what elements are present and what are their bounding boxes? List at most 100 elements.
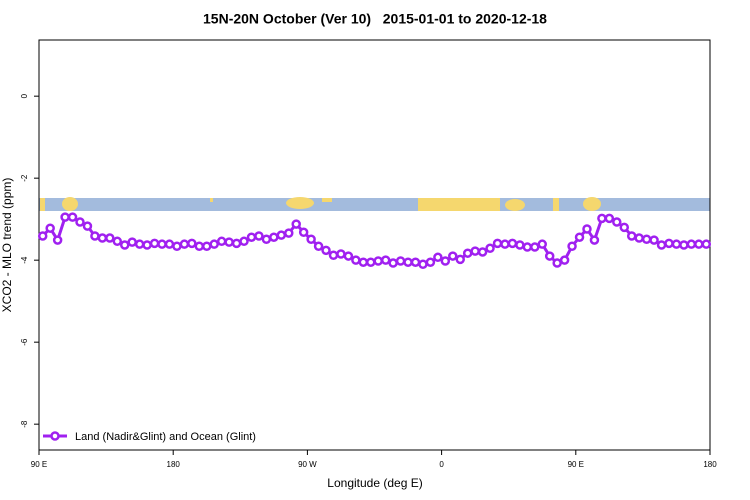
land-patch bbox=[553, 198, 559, 211]
land-patch bbox=[286, 197, 314, 209]
point bbox=[37, 231, 48, 241]
point bbox=[410, 257, 421, 267]
land-patch bbox=[40, 198, 45, 211]
point bbox=[164, 239, 175, 249]
point bbox=[261, 234, 272, 245]
y-tick-label: 0 bbox=[20, 93, 29, 98]
y-tick-label: -6 bbox=[20, 338, 29, 346]
point bbox=[373, 256, 383, 266]
point bbox=[231, 238, 242, 249]
point bbox=[127, 237, 137, 247]
point bbox=[67, 212, 78, 222]
point bbox=[425, 257, 436, 267]
point bbox=[686, 239, 697, 249]
point bbox=[209, 239, 219, 249]
point bbox=[351, 255, 361, 265]
x-tick-label: 180 bbox=[167, 460, 181, 469]
land-patch bbox=[583, 197, 601, 211]
y-tick-label: -8 bbox=[20, 420, 29, 428]
x-tick-label: 90 E bbox=[568, 460, 584, 469]
land-patch bbox=[210, 198, 213, 202]
point bbox=[291, 219, 301, 229]
point bbox=[52, 235, 63, 245]
point bbox=[187, 238, 197, 249]
point bbox=[477, 247, 488, 257]
point bbox=[149, 238, 160, 249]
point bbox=[358, 257, 369, 267]
point bbox=[604, 213, 615, 224]
point bbox=[45, 223, 55, 233]
chart-title: 15N-20N October (Ver 10) 2015-01-01 to 2… bbox=[203, 11, 547, 27]
y-tick-label: -4 bbox=[20, 256, 29, 264]
point bbox=[119, 240, 130, 250]
point bbox=[530, 242, 540, 252]
point bbox=[612, 217, 622, 227]
point bbox=[418, 259, 428, 270]
point bbox=[134, 239, 145, 249]
legend: Land (Nadir&Glint) and Ocean (Glint) bbox=[43, 431, 256, 443]
point bbox=[462, 248, 473, 258]
point bbox=[567, 241, 577, 251]
point bbox=[664, 238, 674, 249]
y-tick-label: -2 bbox=[20, 174, 29, 182]
point bbox=[671, 239, 682, 249]
land-patch bbox=[505, 199, 525, 211]
point bbox=[313, 241, 324, 251]
land-patch bbox=[322, 198, 332, 202]
point bbox=[284, 228, 294, 238]
point bbox=[507, 238, 518, 249]
point bbox=[679, 240, 689, 250]
y-axis-label: XCO2 - MLO trend (ppm) bbox=[0, 178, 14, 313]
point bbox=[179, 239, 190, 249]
point bbox=[75, 217, 85, 227]
point bbox=[157, 239, 167, 249]
land-patch bbox=[62, 197, 78, 211]
point bbox=[239, 236, 249, 247]
point bbox=[224, 237, 234, 247]
x-axis-label: Longitude (deg E) bbox=[327, 476, 422, 490]
ocean-band bbox=[39, 198, 710, 211]
point bbox=[701, 239, 712, 249]
point bbox=[626, 231, 637, 241]
point bbox=[105, 233, 115, 243]
legend-label: Land (Nadir&Glint) and Ocean (Glint) bbox=[75, 431, 256, 443]
x-tick-label: 90 W bbox=[298, 460, 317, 469]
point bbox=[455, 254, 465, 265]
point bbox=[522, 242, 533, 252]
point bbox=[641, 234, 652, 245]
point bbox=[254, 231, 264, 241]
point bbox=[440, 256, 451, 266]
point bbox=[515, 240, 525, 250]
point bbox=[433, 252, 443, 263]
point bbox=[276, 230, 287, 240]
point bbox=[649, 235, 659, 245]
point bbox=[298, 227, 309, 238]
point bbox=[336, 249, 346, 259]
point bbox=[403, 257, 413, 267]
map-strip bbox=[39, 197, 710, 211]
point bbox=[492, 238, 503, 249]
point bbox=[97, 233, 108, 243]
point bbox=[582, 224, 592, 234]
point bbox=[328, 250, 339, 260]
point bbox=[202, 241, 212, 251]
point bbox=[112, 236, 123, 247]
point bbox=[619, 222, 630, 233]
point bbox=[60, 212, 70, 222]
point bbox=[552, 258, 562, 268]
point bbox=[544, 251, 555, 261]
point bbox=[216, 236, 227, 247]
point bbox=[172, 241, 182, 251]
land-patch bbox=[418, 198, 500, 211]
point bbox=[448, 251, 458, 261]
point bbox=[321, 245, 331, 256]
point bbox=[194, 241, 205, 251]
point bbox=[694, 239, 704, 249]
x-tick-label: 0 bbox=[439, 460, 444, 469]
point bbox=[388, 258, 398, 268]
point bbox=[574, 232, 585, 242]
point bbox=[366, 257, 376, 267]
point bbox=[634, 233, 644, 243]
